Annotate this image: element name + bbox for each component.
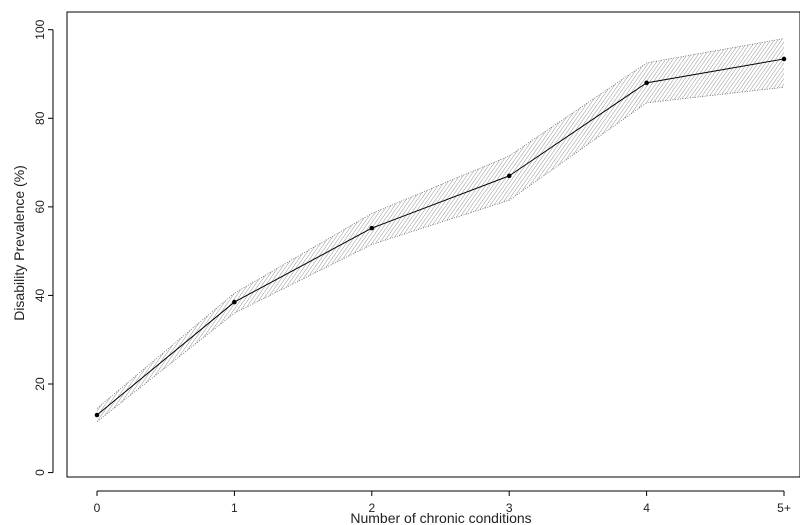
series-line [96, 58, 785, 416]
x-tick-label: 3 [506, 501, 513, 515]
x-axis-title: Number of chronic conditions [350, 510, 531, 525]
y-axis-title: Disability Prevalence (%) [11, 165, 27, 321]
y-tick-label: 60 [33, 200, 47, 214]
data-point [232, 299, 237, 305]
x-tick-label: 5+ [777, 501, 791, 515]
y-tick-label: 0 [33, 469, 47, 476]
data-point [369, 225, 375, 231]
y-tick-label: 20 [33, 377, 47, 391]
band-lower-edge [96, 86, 785, 422]
band-upper-edge [96, 38, 785, 409]
x-tick-label: 1 [231, 501, 238, 515]
confidence-band [97, 38, 784, 422]
y-tick-label: 80 [33, 111, 47, 125]
x-tick-label: 4 [643, 501, 650, 515]
data-point [506, 173, 512, 179]
data-point [644, 80, 649, 86]
y-tick-label: 100 [33, 19, 47, 39]
y-tick-label: 40 [33, 288, 47, 302]
x-tick-label: 0 [94, 501, 101, 515]
x-tick-label: 2 [368, 501, 375, 515]
data-point [781, 56, 787, 62]
plot-frame [66, 11, 800, 478]
data-point [94, 412, 100, 418]
